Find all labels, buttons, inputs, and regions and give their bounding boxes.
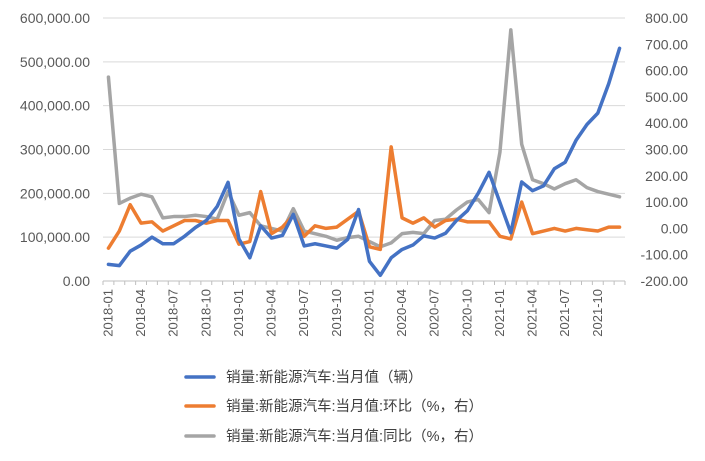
- series-line-2: [106, 28, 622, 249]
- x-tick-label: 2019-01: [231, 289, 246, 337]
- legend-label: 销量:新能源汽车:当月值:环比（%，右）: [226, 398, 483, 415]
- left-y-tick-label: 500,000.00: [20, 54, 90, 70]
- left-axis-tick-labels: 0.00 100,000.00 200,000.00 300,000.00 400,00…: [20, 10, 90, 289]
- x-axis: 2018-01 2018-04 2018-07 2018-10 2019-01 2019-…: [100, 280, 626, 337]
- right-y-tick-label: -200.00: [641, 273, 689, 289]
- x-tick-label: 2018-01: [100, 289, 115, 337]
- x-tick-label: 2019-04: [264, 289, 279, 337]
- right-y-tick-label: 300.00: [645, 142, 688, 158]
- left-y-tick-label: 600,000.00: [20, 10, 90, 26]
- legend: 销量:新能源汽车:当月值（辆） 销量:新能源汽车:当月值:环比（%，右） 销量:新能…: [184, 369, 483, 445]
- x-tick-label: 2020-07: [427, 289, 442, 337]
- left-y-tick-label: 0.00: [63, 273, 90, 289]
- x-tick-label: 2018-10: [198, 289, 213, 337]
- right-y-tick-label: 400.00: [645, 115, 688, 131]
- left-y-tick-label: 200,000.00: [20, 185, 90, 201]
- right-y-tick-label: 500.00: [645, 89, 688, 105]
- legend-label: 销量:新能源汽车:当月值（辆）: [226, 369, 423, 386]
- x-tick-label: 2018-04: [133, 289, 148, 337]
- series-lines: [106, 28, 622, 278]
- x-tick-label: 2021-07: [557, 289, 572, 337]
- right-y-tick-label: 600.00: [645, 63, 688, 79]
- x-tick-label: 2020-01: [361, 289, 376, 337]
- x-tick-label: 2020-04: [394, 289, 409, 337]
- right-y-tick-label: -100.00: [641, 247, 689, 263]
- right-y-tick-label: 200.00: [645, 168, 688, 184]
- right-y-tick-label: 100.00: [645, 194, 688, 210]
- left-y-tick-label: 100,000.00: [20, 229, 90, 245]
- series-line-0: [106, 46, 622, 278]
- x-tick-label: 2019-07: [296, 289, 311, 337]
- legend-label: 销量:新能源汽车:当月值:同比（%，右）: [226, 428, 483, 445]
- x-tick-label: 2020-10: [459, 289, 474, 337]
- x-tick-label: 2021-10: [590, 289, 605, 337]
- x-tick-label: 2018-07: [166, 289, 181, 337]
- gridlines: [103, 17, 625, 282]
- x-tick-label: 2021-01: [492, 289, 507, 337]
- right-y-tick-label: 700.00: [645, 36, 688, 52]
- x-tick-label: 2021-04: [525, 289, 540, 337]
- right-axis-tick-labels: -200.00 -100.00 0.00 100.00 200.00 300.00 400.…: [641, 10, 689, 289]
- left-y-tick-label: 300,000.00: [20, 142, 90, 158]
- right-y-tick-label: 0.00: [661, 220, 688, 236]
- right-y-tick-label: 800.00: [645, 10, 688, 26]
- left-y-tick-label: 400,000.00: [20, 98, 90, 114]
- x-tick-label: 2019-10: [329, 289, 344, 337]
